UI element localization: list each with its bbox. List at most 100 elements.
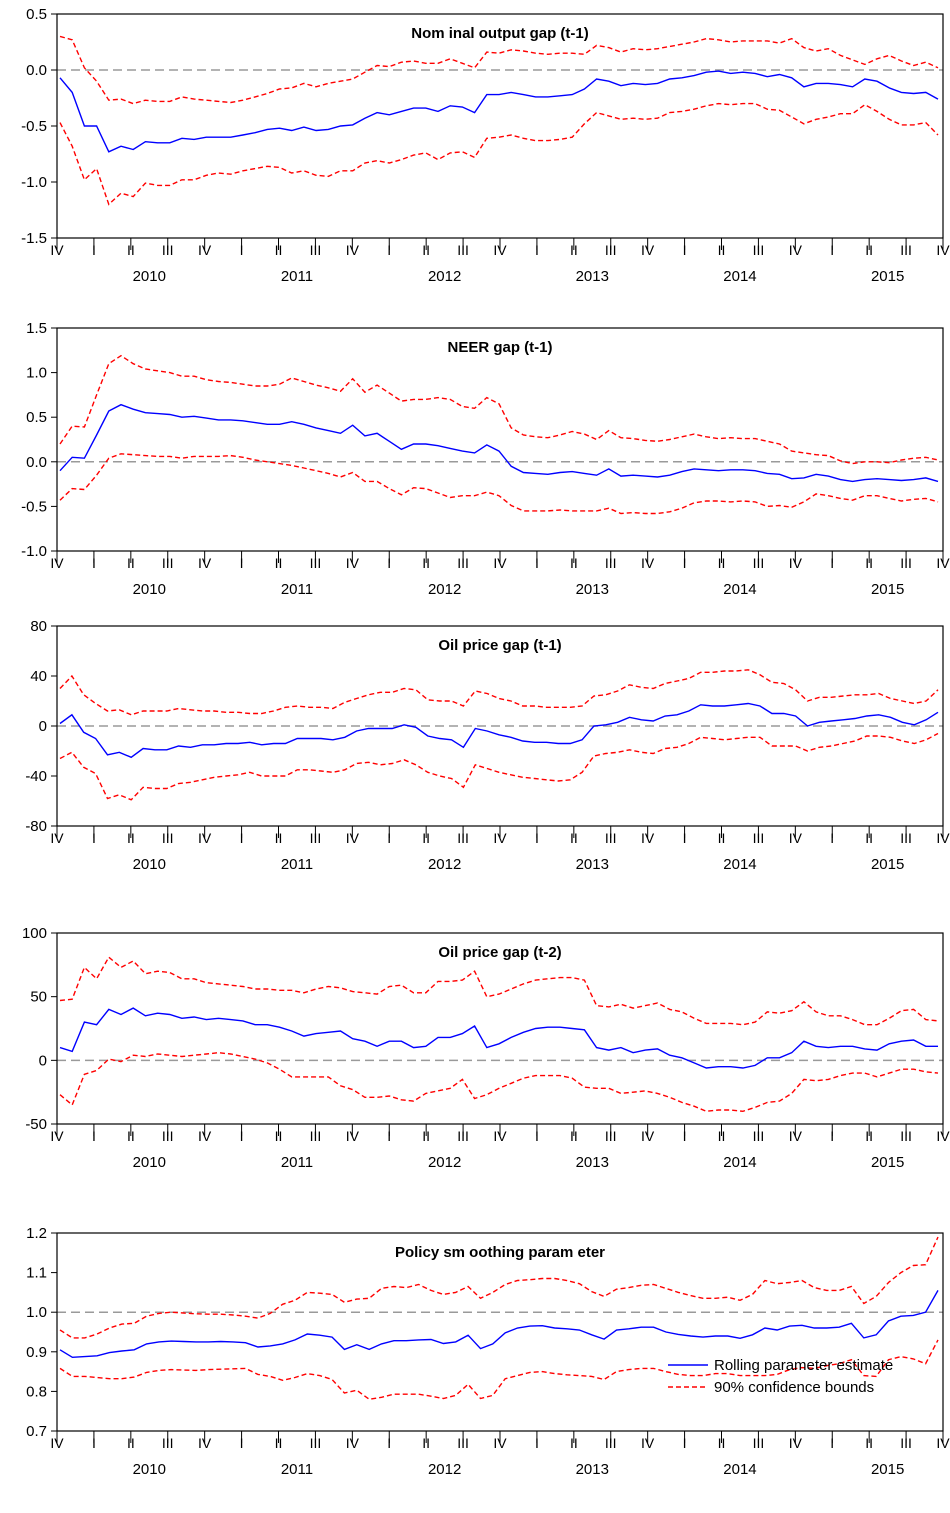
quarter-label: IV [493, 1128, 507, 1144]
y-tick-label: -0.5 [21, 118, 47, 135]
quarter-label: III [900, 1128, 912, 1144]
confidence-bound-line [59, 102, 939, 206]
quarter-label: IV [50, 830, 64, 846]
quarter-label: IV [789, 555, 803, 571]
year-label: 2014 [723, 581, 756, 598]
year-label: 2010 [133, 268, 166, 285]
quarter-label: I [830, 242, 834, 258]
quarter-label: III [310, 1128, 322, 1144]
estimate-line [59, 70, 939, 153]
year-label: 2010 [133, 856, 166, 873]
quarter-label: I [387, 830, 391, 846]
quarter-label: I [387, 1435, 391, 1451]
quarter-label: III [753, 1435, 765, 1451]
quarter-label: I [535, 242, 539, 258]
quarter-label: IV [346, 555, 360, 571]
quarter-label: II [570, 1128, 578, 1144]
quarter-label: IV [493, 1435, 507, 1451]
quarter-label: I [92, 1128, 96, 1144]
quarter-label: III [162, 242, 174, 258]
year-label: 2015 [871, 1154, 904, 1171]
quarter-label: III [753, 242, 765, 258]
year-label: 2012 [428, 1461, 461, 1478]
quarter-label: I [240, 242, 244, 258]
quarter-label: II [865, 555, 873, 571]
quarter-label: III [605, 830, 617, 846]
y-tick-label: 80 [30, 618, 47, 635]
quarter-label: II [275, 1128, 283, 1144]
quarter-label: I [92, 1435, 96, 1451]
quarter-label: I [830, 1128, 834, 1144]
quarter-label: IV [346, 1435, 360, 1451]
y-tick-label: -50 [25, 1116, 47, 1133]
quarter-label: I [683, 242, 687, 258]
quarter-label: I [683, 830, 687, 846]
year-label: 2012 [428, 856, 461, 873]
year-label: 2013 [576, 1154, 609, 1171]
quarter-label: II [570, 242, 578, 258]
year-label: 2013 [576, 268, 609, 285]
quarter-label: IV [346, 242, 360, 258]
quarter-label: IV [198, 555, 212, 571]
quarter-label: I [240, 830, 244, 846]
plot-frame [56, 1232, 944, 1432]
quarter-label: I [535, 1128, 539, 1144]
quarter-label: I [240, 555, 244, 571]
year-label: 2013 [576, 856, 609, 873]
quarter-label: II [127, 830, 135, 846]
quarter-label: III [753, 830, 765, 846]
quarter-label: I [387, 555, 391, 571]
chart-title: Policy sm oothing param eter [395, 1244, 605, 1261]
quarter-label: IV [789, 1128, 803, 1144]
estimate-line [59, 403, 939, 483]
quarter-label: II [275, 555, 283, 571]
quarter-label: IV [50, 1128, 64, 1144]
quarter-label: IV [936, 1435, 950, 1451]
y-tick-label: 40 [30, 668, 47, 685]
quarter-label: II [275, 242, 283, 258]
quarter-label: II [127, 1435, 135, 1451]
year-label: 2014 [723, 856, 756, 873]
legend: Rolling parameter estimate 90% confidence… [668, 1357, 893, 1396]
chart-panel: 0.70.80.91.01.11.2IV I II III IV I II III IV I II I… [26, 1225, 950, 1478]
plot-frame [56, 13, 944, 239]
quarter-label: II [865, 1435, 873, 1451]
y-tick-label: -0.5 [21, 498, 47, 515]
chart-title: Oil price gap (t-1) [438, 637, 561, 654]
y-tick-label: 0.0 [26, 454, 47, 471]
quarter-label: II [865, 830, 873, 846]
plot-frame [56, 327, 944, 552]
quarter-label: III [457, 555, 469, 571]
quarter-label: I [830, 555, 834, 571]
quarter-label: IV [198, 1435, 212, 1451]
y-tick-label: 1.1 [26, 1265, 47, 1282]
y-tick-label: 0.8 [26, 1383, 47, 1400]
quarter-label: IV [493, 242, 507, 258]
quarter-label: I [683, 1128, 687, 1144]
confidence-bound-line [59, 1339, 939, 1401]
y-tick-label: 0 [39, 1052, 47, 1069]
quarter-label: I [683, 1435, 687, 1451]
quarter-label: IV [789, 242, 803, 258]
quarter-label: II [422, 830, 430, 846]
quarter-label: III [310, 1435, 322, 1451]
quarter-label: II [422, 1128, 430, 1144]
quarter-label: IV [936, 555, 950, 571]
y-tick-label: 1.0 [26, 365, 47, 382]
quarter-label: II [718, 242, 726, 258]
quarter-label: II [275, 830, 283, 846]
y-tick-label: 0.9 [26, 1344, 47, 1361]
quarter-label: III [605, 555, 617, 571]
quarter-label: II [865, 242, 873, 258]
quarter-label: IV [641, 1128, 655, 1144]
year-label: 2010 [133, 581, 166, 598]
quarter-label: I [92, 555, 96, 571]
quarter-label: I [830, 830, 834, 846]
y-tick-label: -1.0 [21, 543, 47, 560]
year-label: 2010 [133, 1154, 166, 1171]
quarter-label: IV [641, 555, 655, 571]
chart-title: Oil price gap (t-2) [438, 944, 561, 961]
year-label: 2011 [281, 1461, 313, 1478]
quarter-label: III [162, 830, 174, 846]
